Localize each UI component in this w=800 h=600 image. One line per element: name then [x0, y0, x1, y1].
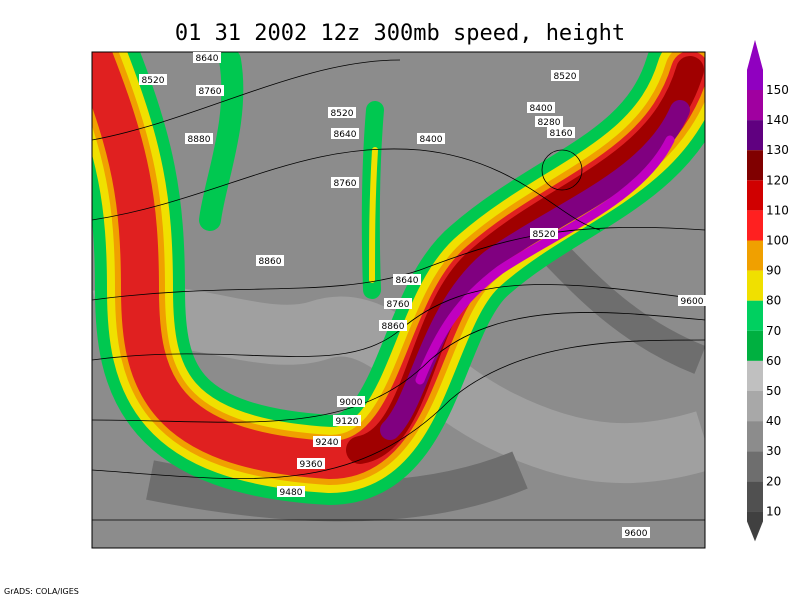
contour-label-box	[185, 133, 213, 144]
colorbar-swatch	[747, 120, 763, 151]
colorbar-label: 140	[766, 113, 789, 127]
contour-label-box	[256, 255, 284, 266]
contour-label: 8520	[331, 109, 354, 119]
contour-label-box	[379, 320, 407, 331]
colorbar-label: 70	[766, 324, 781, 338]
contour-label: 8400	[530, 104, 553, 114]
colorbar-swatch	[747, 360, 763, 391]
colorbar: 150 140 130 120 110 100 90 80 70 60 50 40 30 20 10	[747, 39, 789, 542]
contour-label: 8400	[420, 135, 443, 145]
contour-label-box	[393, 274, 421, 285]
colorbar-swatch	[747, 240, 763, 271]
contour-label-box	[193, 52, 221, 63]
contour-label-box	[333, 415, 361, 426]
contour-label: 8860	[382, 322, 405, 332]
contour-label-box	[196, 85, 224, 96]
contour-label-box	[139, 74, 167, 85]
colorbar-label: 150	[766, 83, 789, 97]
contour-label-box	[527, 102, 555, 113]
map-field	[92, 52, 705, 548]
colorbar-swatch	[747, 270, 763, 301]
colorbar-swatch	[747, 481, 763, 512]
contour-label-box	[313, 436, 341, 447]
contour-label: 9120	[336, 417, 359, 427]
colorbar-swatch	[747, 150, 763, 181]
colorbar-swatch	[747, 180, 763, 211]
contour-label: 9000	[340, 398, 363, 408]
contour-label: 9480	[280, 488, 303, 498]
contour-label: 8640	[196, 54, 219, 64]
contour-label: 8520	[142, 76, 165, 86]
contour-label: 9360	[300, 460, 323, 470]
contour-label-box	[417, 133, 445, 144]
contour-label: 9600	[681, 297, 704, 307]
contour-label: 8520	[533, 230, 556, 240]
contour-label: 8640	[396, 276, 419, 286]
colorbar-label: 80	[766, 294, 781, 308]
contour-label: 9240	[316, 438, 339, 448]
contour-label-box	[331, 177, 359, 188]
contour-label-box	[530, 228, 558, 239]
contour-label-box	[678, 295, 706, 306]
contour-label-box	[297, 458, 325, 469]
colorbar-swatch	[747, 330, 763, 361]
colorbar-label: 30	[766, 444, 781, 458]
colorbar-label: 40	[766, 414, 781, 428]
colorbar-label: 110	[766, 203, 789, 217]
colorbar-label: 100	[766, 234, 789, 248]
credit: GrADS: COLA/IGES	[4, 587, 79, 596]
colorbar-top	[747, 39, 763, 90]
colorbar-label: 10	[766, 504, 781, 518]
colorbar-label: 130	[766, 143, 789, 157]
contour-label-box	[331, 128, 359, 139]
contour-label: 8280	[538, 118, 561, 128]
colorbar-label: 120	[766, 173, 789, 187]
colorbar-swatch	[747, 451, 763, 482]
contour-label-box	[547, 127, 575, 138]
contour-label: 9600	[625, 529, 648, 539]
colorbar-swatch	[747, 90, 763, 121]
contour-label-box	[277, 486, 305, 497]
contour-label: 8760	[334, 179, 357, 189]
colorbar-swatch	[747, 391, 763, 422]
colorbar-label: 60	[766, 354, 781, 368]
contour-label-box	[622, 527, 650, 538]
colorbar-label: 20	[766, 474, 781, 488]
contour-label: 8880	[188, 135, 211, 145]
contour-label: 8520	[554, 72, 577, 82]
contour-label: 8160	[550, 129, 573, 139]
colorbar-swatch	[747, 421, 763, 452]
contour-label-box	[535, 116, 563, 127]
colorbar-bottom	[747, 511, 763, 542]
contour-label-group: 8640 8520 8760 8880 8520 8640 8400 8760 8860 8640…	[139, 52, 706, 539]
map-title: 01 31 2002 12z 300mb speed, height	[175, 21, 625, 46]
contour-label-box	[337, 396, 365, 407]
contour-label-box	[384, 298, 412, 309]
colorbar-label: 90	[766, 264, 781, 278]
colorbar-label: 50	[766, 384, 781, 398]
colorbar-swatch	[747, 300, 763, 331]
contour-label-box	[328, 107, 356, 118]
contour-label: 8640	[334, 130, 357, 140]
contour-label: 8860	[259, 257, 282, 267]
contour-label-box	[551, 70, 579, 81]
colorbar-swatch	[747, 210, 763, 241]
contour-label: 8760	[387, 300, 410, 310]
height-contours	[92, 59, 705, 521]
contour-label: 8760	[199, 87, 222, 97]
